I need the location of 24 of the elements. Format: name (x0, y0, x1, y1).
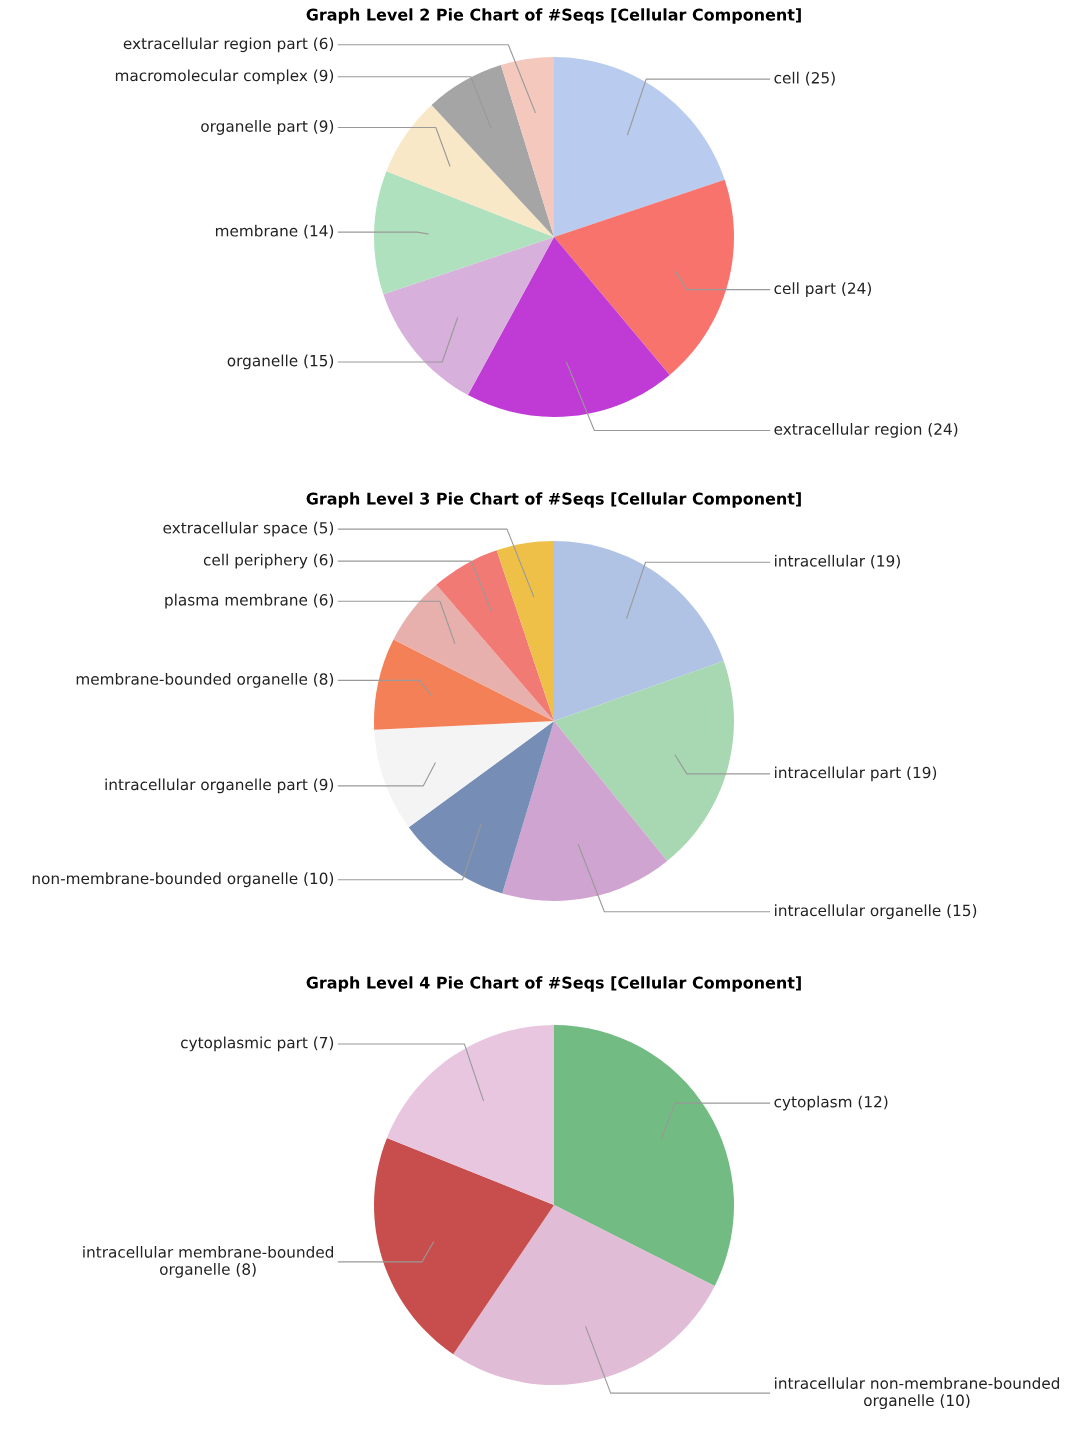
slice-label: cytoplasmic part (7) (180, 1036, 334, 1052)
slice-label: organelle (15) (227, 354, 334, 370)
chart-title: Graph Level 3 Pie Chart of #Seqs [Cellular Component] (306, 492, 801, 508)
slice-label: membrane-bounded organelle (8) (76, 672, 334, 688)
slice-label: cell periphery (6) (203, 553, 334, 569)
slice-label: intracellular non-membrane-bounded organelle (10) (775, 1377, 1060, 1410)
slice-label: plasma membrane (6) (165, 593, 334, 609)
slice-label: extracellular region part (6) (123, 37, 334, 53)
chart-title: Graph Level 4 Pie Chart of #Seqs [Cellular Component] (306, 976, 801, 992)
slice-label: cell (25) (774, 71, 835, 86)
slice-label: organelle part (9) (201, 120, 334, 135)
slice-label: cytoplasm (12) (774, 1095, 888, 1111)
slice-label: intracellular organelle (15) (775, 904, 977, 920)
slice-label: cell part (24) (774, 282, 871, 298)
slice-label: macromolecular complex (9) (115, 69, 334, 85)
slice-label: intracellular (19) (775, 554, 900, 569)
slice-label: non-membrane-bounded organelle (10) (32, 872, 334, 888)
slice-label: extracellular region (24) (774, 423, 958, 438)
slice-label: intracellular part (19) (775, 766, 937, 782)
slice-label: extracellular space (5) (163, 521, 334, 537)
slice-label: membrane (14) (215, 224, 334, 239)
chart-title: Graph Level 2 Pie Chart of #Seqs [Cellular Component] (306, 8, 801, 24)
slice-label: intracellular membrane-bounded organelle (8) (83, 1245, 334, 1278)
slice-label: intracellular organelle part (9) (105, 778, 334, 794)
